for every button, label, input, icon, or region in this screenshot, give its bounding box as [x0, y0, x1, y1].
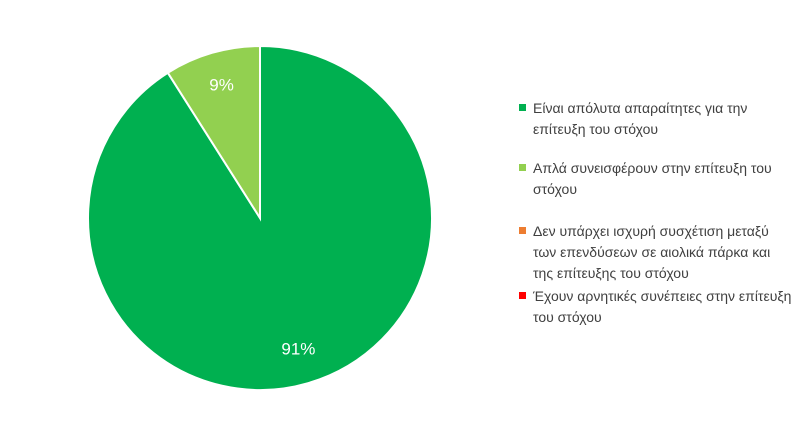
legend-item-absolutely-necessary: Είναι απόλυτα απαραίτητες για την επίτευ… [519, 98, 794, 140]
legend-marker-absolutely-necessary [519, 104, 526, 111]
legend-item-negative-consequences: Έχουν αρνητικές συνέπειες στην επίτευξη … [519, 286, 794, 328]
legend-label-negative-consequences: Έχουν αρνητικές συνέπειες στην επίτευξη … [533, 288, 792, 325]
legend-label-no-strong-correlation: Δεν υπάρχει ισχυρή συσχέτιση μεταξύ των … [533, 223, 771, 281]
data-label-simply-contribute: 9% [209, 75, 234, 94]
legend-item-simply-contribute: Απλά συνεισφέρουν στην επίτευξη του στόχ… [519, 158, 794, 200]
legend-item-no-strong-correlation: Δεν υπάρχει ισχυρή συσχέτιση μεταξύ των … [519, 221, 794, 284]
legend-marker-negative-consequences [519, 292, 526, 299]
legend-label-simply-contribute: Απλά συνεισφέρουν στην επίτευξη του στόχ… [533, 160, 772, 197]
legend-marker-no-strong-correlation [519, 227, 526, 234]
legend-label-absolutely-necessary: Είναι απόλυτα απαραίτητες για την επίτευ… [533, 100, 748, 137]
data-label-absolutely-necessary: 91% [281, 340, 315, 359]
pie-slice-simply-contribute [166, 44, 261, 222]
legend-marker-simply-contribute [519, 164, 526, 171]
